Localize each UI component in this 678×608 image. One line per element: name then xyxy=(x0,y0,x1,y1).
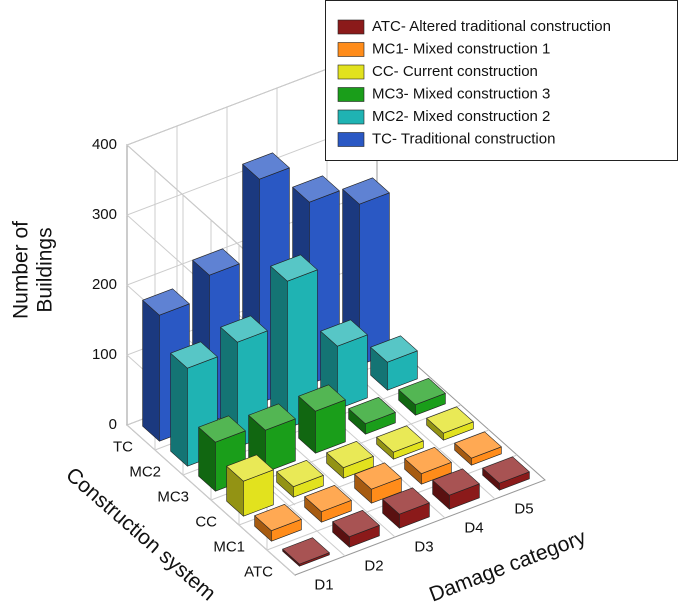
bar-top xyxy=(304,484,352,513)
legend-text: MC3- Mixed construction 3 xyxy=(372,85,550,102)
bar xyxy=(270,254,318,429)
legend-swatch xyxy=(337,87,365,102)
x-tick-label: D3 xyxy=(414,538,433,555)
z-tick-label: 200 xyxy=(92,276,117,293)
bar xyxy=(298,384,346,454)
bar-top xyxy=(320,319,368,347)
bar-top xyxy=(370,335,418,363)
bar-top xyxy=(354,462,402,490)
bar-top xyxy=(242,152,290,180)
bar xyxy=(354,462,402,504)
x-tick-label: D1 xyxy=(314,576,333,593)
bar xyxy=(254,503,302,542)
bar-top xyxy=(226,454,274,482)
bar xyxy=(398,377,446,416)
legend-text: CC- Current construction xyxy=(372,63,538,80)
bar xyxy=(304,484,352,523)
bar xyxy=(454,431,502,466)
z-axis-title: Buildings xyxy=(34,227,57,312)
bar-top xyxy=(432,468,480,496)
bar-top xyxy=(270,254,318,282)
y-tick-label: TC xyxy=(113,438,133,455)
bar-top xyxy=(348,396,396,425)
bar-top xyxy=(292,175,340,203)
legend-swatch xyxy=(337,132,365,147)
bar-top xyxy=(192,248,240,276)
bar-top xyxy=(376,425,424,453)
bar-top xyxy=(482,456,530,484)
bar-top xyxy=(342,177,390,205)
legend-text: MC1- Mixed construction 1 xyxy=(372,40,550,57)
bar-top xyxy=(398,377,446,406)
bar xyxy=(376,425,424,460)
bar-top xyxy=(382,487,430,515)
bar-top xyxy=(282,537,330,565)
y-tick-label: CC xyxy=(195,513,217,530)
bar xyxy=(170,341,218,467)
bar-top xyxy=(298,384,346,412)
x-axis-title: Damage category xyxy=(426,525,589,606)
x-tick-label: D4 xyxy=(464,519,483,536)
bar xyxy=(426,406,474,441)
legend-text: MC2- Mixed construction 2 xyxy=(372,108,550,125)
z-tick-label: 300 xyxy=(92,206,117,223)
x-tick-label: D2 xyxy=(364,557,383,574)
bar-top xyxy=(454,431,502,459)
y-tick-label: ATC xyxy=(244,563,273,580)
bar-top xyxy=(326,440,374,469)
bar xyxy=(482,456,530,491)
legend-box xyxy=(325,0,678,161)
bar-top xyxy=(248,403,296,431)
y-tick-label: MC2 xyxy=(129,463,161,480)
y-tick-label: MC3 xyxy=(157,488,189,505)
legend: ATC- Altered traditional construction MC1… xyxy=(325,0,678,161)
bar-top xyxy=(404,446,452,475)
bar xyxy=(282,537,330,567)
legend-swatch xyxy=(337,109,365,125)
legend-text: TC- Traditional construction xyxy=(372,130,555,147)
bar-top xyxy=(170,341,218,369)
bar xyxy=(276,459,324,498)
bar-top xyxy=(332,509,380,538)
legend-swatch xyxy=(337,42,365,57)
legend-swatch xyxy=(337,64,365,80)
bar-top xyxy=(142,288,190,316)
z-axis-title: Number of xyxy=(10,221,33,319)
bar-top xyxy=(254,503,302,532)
legend-text: ATC- Altered traditional construction xyxy=(372,18,611,35)
bar xyxy=(332,509,380,548)
bar xyxy=(326,440,374,479)
bar-top xyxy=(426,406,474,434)
bar-top xyxy=(220,315,268,343)
y-tick-label: MC1 xyxy=(213,538,245,555)
bar xyxy=(370,335,418,391)
bar-side xyxy=(170,352,188,467)
bar-side xyxy=(142,299,160,442)
bar xyxy=(226,454,274,517)
grid-line xyxy=(126,424,296,576)
bar xyxy=(348,396,396,435)
z-tick-label: 400 xyxy=(92,136,117,153)
x-tick-label: D5 xyxy=(514,500,533,517)
bar xyxy=(432,468,480,510)
z-tick-label: 0 xyxy=(109,416,117,433)
z-tick-label: 100 xyxy=(92,346,117,363)
legend-swatch xyxy=(337,19,365,35)
bar-top xyxy=(198,415,246,443)
bar xyxy=(382,487,430,529)
bar-top xyxy=(276,459,324,488)
